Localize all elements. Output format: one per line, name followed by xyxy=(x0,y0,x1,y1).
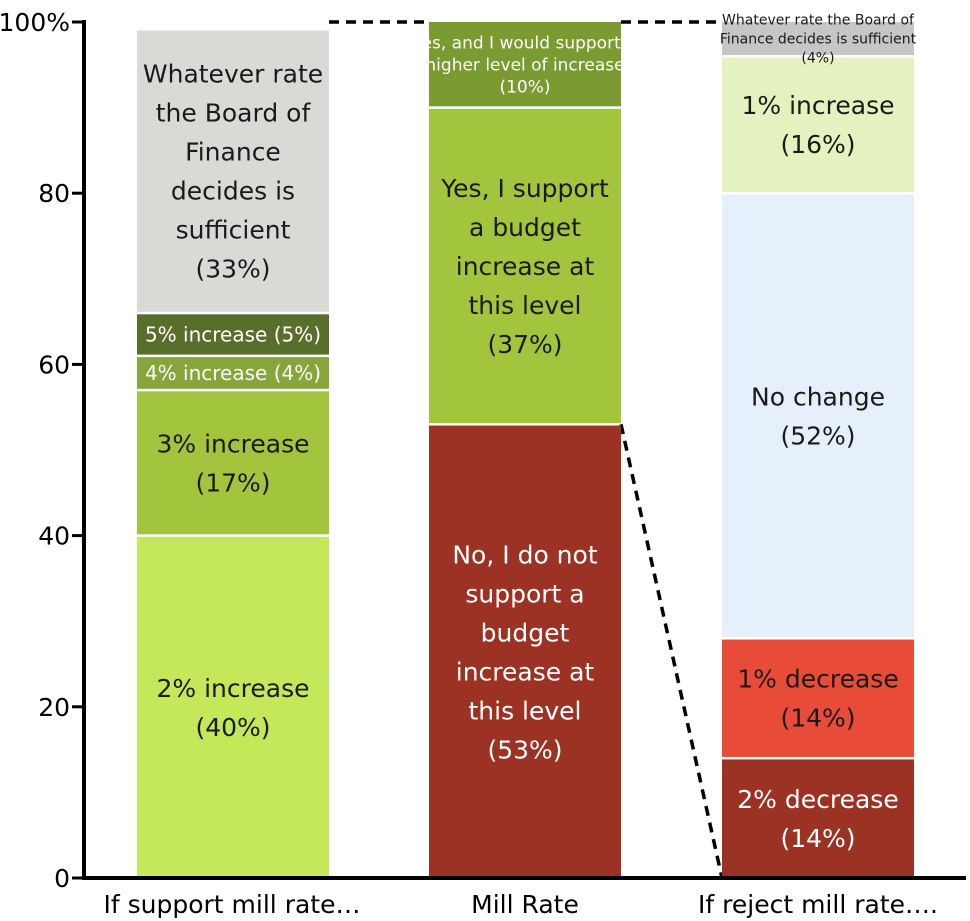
y-tick-label-80: 80 xyxy=(38,179,70,208)
data-label-1-increase-16: 1% increase (16%) xyxy=(742,91,895,159)
data-label-whatever-rate-the-board-of-finance-decides-is-sufficient-4: Whatever rate the Board of Finance decide… xyxy=(720,13,917,67)
data-label-1-decrease-14: 1% decrease (14%) xyxy=(737,665,898,733)
x-tick-label-if-reject-mill-rate: If reject mill rate…. xyxy=(698,890,938,919)
bar-segment-2-decrease-14 xyxy=(722,759,914,878)
y-tick-label-0: 0 xyxy=(54,864,70,893)
data-label-whatever-rate-the-board-of-finance-decides-is-sufficient-33: Whatever rate the Board of Finance decides … xyxy=(143,60,323,284)
bar-stack-mill-rate: No, I do not support a budget increase at th… xyxy=(412,22,637,878)
data-label-yes-and-i-would-support-a-higher-level-of-increase-10: Yes, and I would support a higher level o… xyxy=(412,33,636,97)
data-label-no-change-52: No change (52%) xyxy=(751,382,885,450)
bar-segment-whatever-rate-the-board-of-finance-decides-is-sufficient-33 xyxy=(137,30,329,312)
data-label-2-increase-40: 2% increase (40%) xyxy=(157,674,310,742)
connector-line-1-bottom xyxy=(619,423,724,879)
y-tick-label-20: 20 xyxy=(38,693,70,722)
data-label-5-increase-5: 5% increase (5%) xyxy=(145,323,321,347)
bar-segment-whatever-rate-the-board-of-finance-decides-is-sufficient-4 xyxy=(722,22,914,55)
y-tick-label-60: 60 xyxy=(38,350,70,379)
bar-segment-5-increase-5 xyxy=(137,314,329,355)
x-axis-labels: If support mill rate… Mill Rate If reject … xyxy=(104,890,938,919)
bar-stack-if-support-mill-rate: 2% increase (40%) 3% increase (17%) 4% incre… xyxy=(137,30,329,878)
bar-segment-yes-and-i-would-support-a-higher-level-of-increase-10 xyxy=(429,22,621,107)
bar-segment-no-i-do-not-support-a-budget-increase-at-this-level-53 xyxy=(429,425,621,878)
bar-stack-if-reject-mill-rate: 2% decrease (14%) 1% decrease (14%) No chang… xyxy=(720,13,917,878)
bar-segment-1-increase-16 xyxy=(722,57,914,192)
bar-segment-2-increase-40 xyxy=(137,536,329,878)
bar-stacks: 2% increase (40%) 3% increase (17%) 4% incre… xyxy=(137,13,917,878)
x-tick-label-if-support-mill-rate: If support mill rate… xyxy=(104,890,361,919)
bar-segment-4-increase-4 xyxy=(137,357,329,389)
data-label-3-increase-17: 3% increase (17%) xyxy=(157,429,310,497)
y-axis: 0 20 40 60 80 100% xyxy=(0,8,966,893)
bar-segment-1-decrease-14 xyxy=(722,639,914,757)
x-tick-label-mill-rate: Mill Rate xyxy=(471,890,579,919)
connector-lines xyxy=(329,20,724,880)
bar-segment-no-change-52 xyxy=(722,194,914,638)
y-tick-label-40: 40 xyxy=(38,522,70,551)
data-label-2-decrease-14: 2% decrease (14%) xyxy=(737,785,898,853)
data-label-no-i-do-not-support-a-budget-increase-at-this-level-53: No, I do not support a budget increase at th… xyxy=(452,540,597,764)
bar-segment-yes-i-support-a-budget-increase-at-this-level-37 xyxy=(429,108,621,424)
y-tick-label-100: 100% xyxy=(0,8,70,37)
bar-segment-3-increase-17 xyxy=(137,391,329,535)
data-label-yes-i-support-a-budget-increase-at-this-level-37: Yes, I support a budget increase at this le… xyxy=(440,174,609,359)
data-label-4-increase-4: 4% increase (4%) xyxy=(145,361,321,385)
